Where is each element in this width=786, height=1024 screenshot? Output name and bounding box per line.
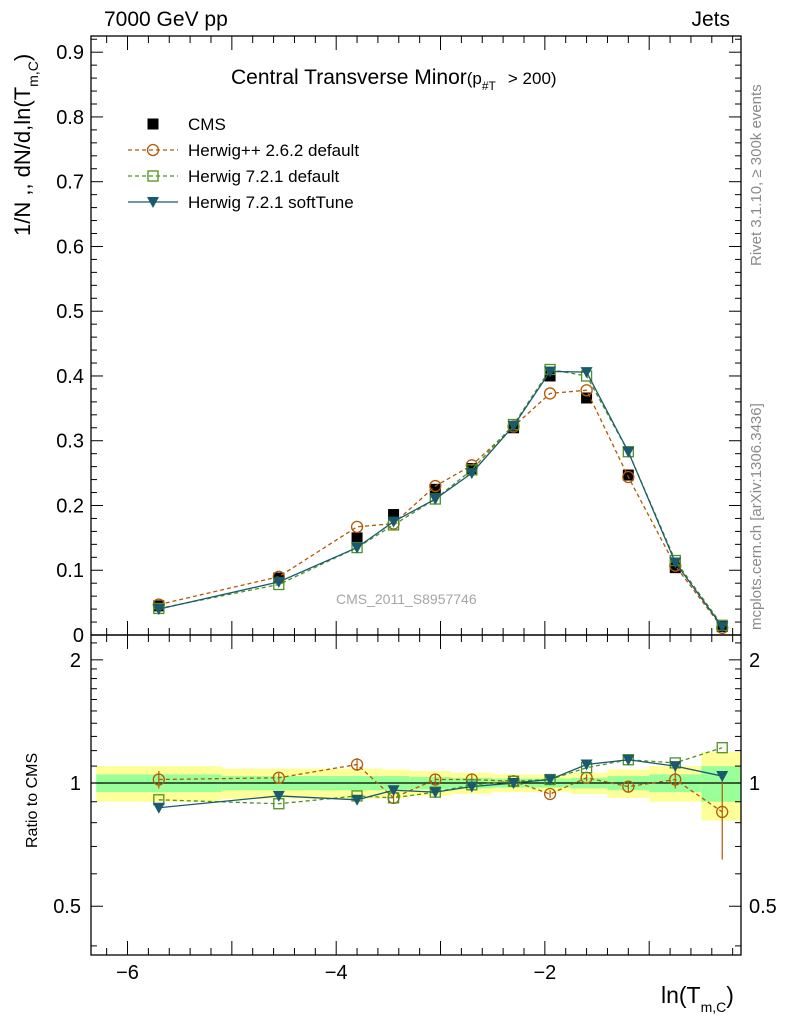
data-point-cms [581, 392, 593, 404]
ratio-point-herwig-2-6-2-default [350, 758, 364, 771]
y-axis-label: 1/N ,, dN/d,ln(Tm,C) [10, 54, 41, 236]
y-tick-label: 0.1 [56, 560, 84, 582]
ratio-point-herwig-2-6-2-default [152, 773, 165, 786]
data-point-herwig-7-2-1-softtune [429, 494, 442, 506]
data-point-herwig-7-2-1-softtune [622, 446, 635, 458]
data-point-herwig-7-2-1-softtune [465, 468, 478, 480]
ratio-point-herwig-7-2-1-softtune [507, 778, 520, 790]
ratio-tick-label-right: 1 [749, 773, 760, 795]
ratio-point-herwig-7-2-1-softtune [580, 759, 593, 771]
ratio-point-herwig-2-6-2-default [716, 805, 729, 819]
data-point-herwig-2-6-2-default [350, 520, 364, 534]
ratio-line-herwig-7-2-1-softtune [158, 759, 723, 809]
y-tick-label: 0 [73, 625, 84, 647]
data-point-cms [429, 483, 441, 495]
ratio-line-herwig-2-6-2-default [158, 763, 723, 813]
ratio-point-herwig-2-6-2-default [622, 780, 635, 793]
ratio-line-herwig-7-2-1-default [158, 747, 723, 805]
legend-label: Herwig++ 2.6.2 default [188, 141, 359, 160]
x-tick-label: −2 [533, 962, 556, 984]
ratio-point-herwig-2-6-2-default [669, 773, 682, 786]
legend-entry-herwig-2-6-2-default: Herwig++ 2.6.2 default [128, 141, 359, 160]
ratio-point-herwig-7-2-1-softtune [716, 771, 729, 783]
data-point-herwig-2-6-2-default [543, 387, 557, 400]
x-tick-label: −6 [116, 962, 139, 984]
chart-title-main: Central Transverse Minor [231, 66, 467, 89]
data-point-cms [622, 469, 634, 481]
y-tick-label: 0.4 [56, 366, 84, 388]
ratio-point-herwig-7-2-1-softtune [465, 781, 478, 793]
legend-entry-cms: CMS [147, 115, 226, 134]
data-point-herwig-7-2-1-softtune [669, 557, 682, 569]
ratio-point-herwig-7-2-1-softtune [152, 802, 165, 814]
ratio-tick-label-right: 0.5 [749, 896, 777, 918]
legend-label: Herwig 7.2.1 default [188, 167, 339, 186]
series-line-herwig-7-2-1-softtune [158, 370, 723, 627]
data-point-herwig-7-2-1-softtune [716, 621, 729, 633]
data-point-herwig-7-2-1-softtune [272, 576, 285, 588]
legend-marker [147, 170, 159, 182]
data-point-herwig-7-2-1-softtune [351, 542, 364, 554]
x-tick-label: −4 [325, 962, 348, 984]
ratio-point-herwig-7-2-1-softtune [387, 785, 400, 797]
data-point-herwig-2-6-2-default [580, 384, 593, 397]
chart-title-cut-sub: #T [482, 79, 497, 93]
chart-labels: Central Transverse Minor(p#T > 200) CMS_20… [10, 54, 734, 1015]
data-point-cms [351, 532, 363, 544]
legend-marker [147, 197, 159, 208]
ratio-axis-label: Ratio to CMS [24, 753, 41, 848]
ratio-point-herwig-2-6-2-default [429, 773, 442, 786]
legend-label: Herwig 7.2.1 softTune [188, 193, 354, 212]
ratio-tick-label-right: 2 [749, 650, 760, 672]
y-tick-label: 0.8 [56, 107, 84, 129]
ratio-tick-label: 2 [70, 650, 81, 672]
y-tick-label: 0.9 [56, 42, 84, 64]
y-tick-label: 0.2 [56, 495, 84, 517]
data-point-herwig-7-2-1-softtune [544, 366, 557, 378]
category-label: Jets [691, 8, 730, 31]
ratio-point-herwig-7-2-1-softtune [429, 787, 442, 799]
ratio-plot-frame [90, 634, 742, 956]
y-tick-label: 0.7 [56, 172, 84, 194]
series-line-herwig-2-6-2-default [158, 389, 723, 629]
ratio-tick-label: 1 [70, 773, 81, 795]
ratio-tick-label: 0.5 [53, 896, 81, 918]
legend-marker [146, 143, 160, 157]
legend-marker [147, 118, 159, 130]
ratio-point-herwig-2-6-2-default [543, 787, 557, 801]
y-tick-label: 0.6 [56, 236, 84, 258]
analysis-watermark: CMS_2011_S8957746 [336, 591, 477, 607]
data-point-herwig-7-2-1-softtune [580, 367, 593, 379]
y-tick-label: 0.3 [56, 431, 84, 453]
data-point-herwig-2-6-2-default [622, 470, 635, 484]
ratio-point-herwig-7-2-1-softtune [544, 774, 557, 786]
ratio-point-herwig-7-2-1-default [716, 742, 728, 754]
chart-title-cut: (p [467, 69, 482, 88]
data-point-cms [388, 509, 400, 521]
main-series-group [152, 363, 729, 635]
ratio-point-herwig-7-2-1-softtune [272, 790, 285, 802]
legend-entry-herwig-7-2-1-default: Herwig 7.2.1 default [128, 167, 339, 186]
axes-group: 0 0.1 0.2 0.3 0.4 0.5 0.6 0.7 0.8 0.9 −6 −4 −2 0.5 0.5… [53, 35, 777, 984]
ratio-series-group [152, 742, 729, 860]
ratio-point-herwig-7-2-1-softtune [351, 794, 364, 806]
legend-label: CMS [188, 115, 226, 134]
legend-entry-herwig-7-2-1-softtune: Herwig 7.2.1 softTune [128, 193, 354, 212]
data-point-herwig-7-2-1-softtune [387, 516, 400, 528]
chart-title-cut-tail: > 200) [508, 69, 557, 88]
ratio-point-herwig-2-6-2-default [272, 771, 285, 784]
data-point-herwig-2-6-2-default [429, 479, 442, 493]
y-tick-label: 0.5 [56, 301, 84, 323]
x-axis-label: ln(Tm,C) [661, 982, 734, 1015]
data-point-herwig-7-2-1-softtune [152, 604, 165, 616]
ratio-point-herwig-7-2-1-softtune [669, 761, 682, 773]
energy-label: 7000 GeV pp [104, 8, 228, 31]
data-point-herwig-7-2-1-softtune [507, 420, 520, 432]
legend: CMS Herwig++ 2.6.2 default Herwig 7.2.1 de… [128, 115, 359, 212]
chart-title: Central Transverse Minor(p#T > 200) [231, 66, 557, 93]
ratio-point-herwig-7-2-1-softtune [622, 754, 635, 766]
